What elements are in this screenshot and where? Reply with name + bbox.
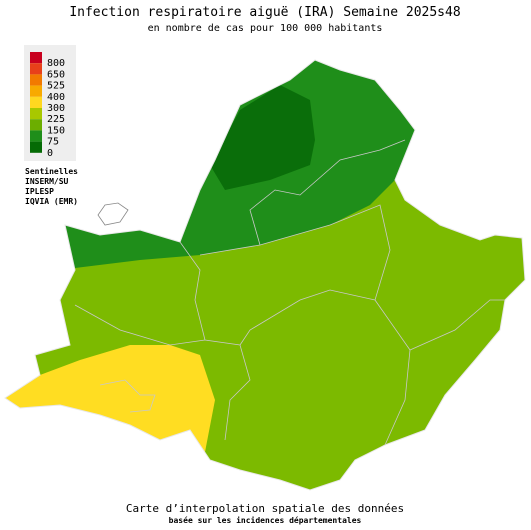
- legend-label: 400: [47, 92, 65, 103]
- zone-yellow: [5, 345, 215, 452]
- footer-line: Carte d’interpolation spatiale des donné…: [126, 502, 404, 515]
- dept-border: [249, 139, 406, 246]
- dept-border: [239, 289, 376, 346]
- source-label: IPLESP: [25, 187, 54, 196]
- title: Infection respiratoire aiguë (IRA) Semai…: [69, 5, 460, 20]
- legend-swatch: [30, 52, 42, 64]
- legend-swatch: [30, 96, 42, 108]
- legend-swatch: [30, 119, 42, 131]
- legend-swatch: [30, 74, 42, 86]
- source-label: INSERM/SU: [25, 177, 69, 186]
- legend-swatch: [30, 85, 42, 97]
- legend-label: 525: [47, 81, 65, 92]
- legend-swatch: [30, 130, 42, 142]
- footer-line: basée sur les incidences départementales: [169, 515, 362, 525]
- dept-border: [199, 204, 411, 446]
- enclave: [97, 202, 129, 226]
- dept-border: [409, 299, 505, 351]
- legend-swatch: [30, 63, 42, 75]
- legend-label: 0: [47, 148, 53, 159]
- legend-swatch: [30, 141, 42, 153]
- source-label: Sentinelles: [25, 166, 78, 176]
- source-label: IQVIA (EMR): [25, 197, 78, 206]
- dept-border: [74, 304, 206, 346]
- dept-border: [99, 379, 156, 413]
- zone-dark-green: [210, 85, 315, 190]
- legend-swatch: [30, 108, 42, 120]
- subtitle: en nombre de cas pour 100 000 habitants: [148, 23, 383, 34]
- legend-label: 75: [47, 137, 59, 148]
- legend-label: 225: [47, 114, 65, 125]
- dept-border: [179, 241, 251, 441]
- legend-label: 150: [47, 125, 65, 136]
- legend-label: 650: [47, 69, 65, 80]
- legend-label: 800: [47, 58, 65, 69]
- legend-label: 300: [47, 103, 65, 114]
